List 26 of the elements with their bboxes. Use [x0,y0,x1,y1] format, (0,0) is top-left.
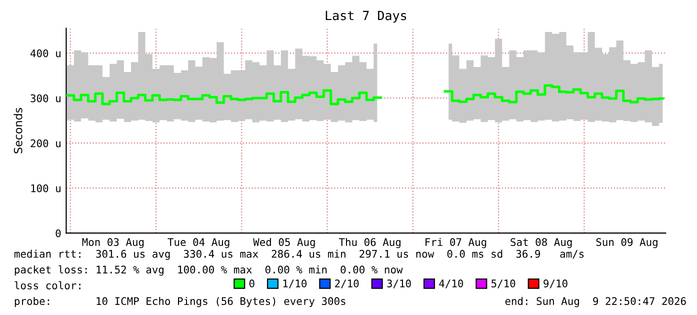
legend-label: 9/10 [544,280,568,288]
text: packet loss: 11.52 % avg 100.00 % max 0.00 % min 0.00 % now [14,265,403,276]
x-tick-label: Sat 08 Aug [510,238,572,248]
x-tick-label: Wed 05 Aug [253,238,315,248]
x-tick-label: Tue 04 Aug [168,238,230,248]
y-tick-label: 100 u [31,184,60,192]
legend-label: 4/10 [439,280,464,288]
y-axis-title: Seconds [14,108,22,154]
y-tick-label: 400 u [30,49,60,58]
text: probe: 10 ICMP Echo Pings (56 Bytes) every 300s [14,296,346,308]
x-tick-label: Mon 03 Aug [82,238,144,248]
legend-label: 3/10 [387,280,411,288]
y-tick-label: 300 u [30,94,60,102]
text: median rtt: 301.6 us avg 330.4 us max 286.4 us min 297.1 us now 0.0 ms sd 36.9 am/s [14,250,584,260]
legend-title: loss color: [14,281,80,290]
y-tick-label: 0 [56,229,61,238]
legend-label: 1/10 [283,280,307,288]
legend-label: 2/10 [335,280,359,288]
legend-label: 5/10 [492,280,516,288]
legend-label: 0 [249,280,254,288]
x-tick-label: Fri 07 Aug [426,238,486,248]
x-tick-label: Sun 09 Aug [596,238,658,248]
text: end: Sun Aug 9 22:50:47 2026 [505,296,686,308]
y-tick-label: 200 u [30,139,60,148]
chart-title: Last 7 Days [326,10,406,23]
x-tick-label: Thu 06 Aug [338,238,400,248]
